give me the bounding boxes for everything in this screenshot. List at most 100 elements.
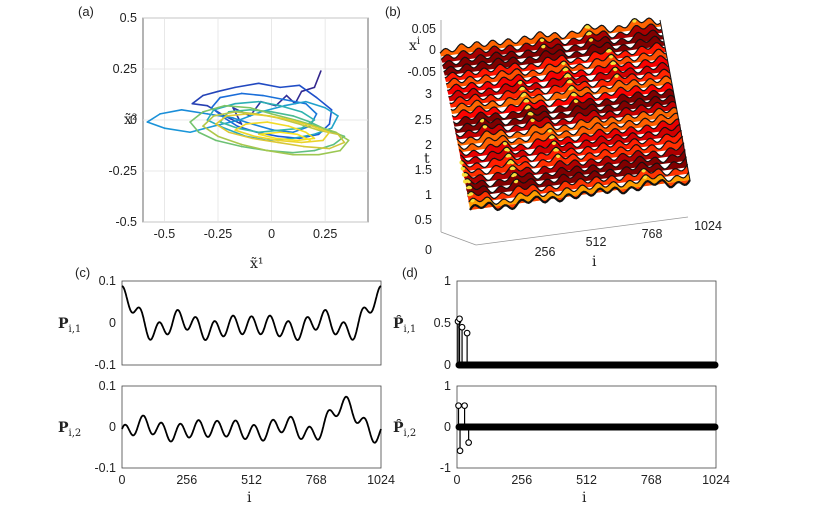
xtick-d-4: 1024: [702, 473, 730, 487]
trajectory-segment: [191, 94, 204, 105]
profile-line-20: [445, 48, 667, 85]
panel-label-a: (a): [78, 4, 94, 19]
trajectory-segment: [257, 129, 281, 134]
trajectory-segment: [247, 113, 271, 117]
trajectory-segment: [257, 82, 281, 89]
ytick-d1-2: -1: [440, 461, 451, 475]
trajectory-segment: [270, 113, 296, 121]
stem-marker-d2: [461, 402, 468, 410]
trajectory-segment: [339, 139, 350, 152]
trajectory-segment: [298, 123, 320, 131]
trajectory-segment: [266, 149, 294, 156]
xtick-c-4: 1024: [367, 473, 395, 487]
trajectory-segment: [315, 125, 337, 134]
plot-area-c1: [121, 280, 382, 366]
xtick-d-1: 256: [511, 473, 532, 487]
trajectory-segment: [275, 137, 299, 142]
profile-line-24: [440, 23, 662, 60]
trajectory-segment: [212, 102, 236, 111]
trajectory-segment: [255, 131, 279, 138]
trajectory-segment: [189, 111, 204, 123]
stem-marker-d1: [458, 323, 466, 331]
ylabel-c2-sub: i,2: [69, 428, 82, 439]
ytick-d1-0: 1: [444, 379, 451, 393]
trajectory-segment: [257, 100, 281, 107]
stem-marker-d1: [456, 315, 463, 323]
series-line-c2: [121, 395, 382, 444]
surface-band-17: [449, 69, 671, 108]
zlabel-b-sup: i: [417, 36, 420, 47]
ytick-c1-1: 0: [109, 420, 116, 434]
trajectory-segment: [292, 115, 311, 123]
trajectory-segment: [189, 121, 200, 134]
profile-line-15: [451, 81, 673, 118]
profile-line-12: [455, 100, 676, 138]
stem-marker-d2: [456, 447, 464, 455]
ytick-d0-0: 1: [444, 274, 451, 288]
trajectory-segment: [210, 96, 221, 109]
itick-b-1: 512: [586, 235, 607, 249]
trajectory-segment: [322, 131, 331, 142]
profile-line-3: [466, 156, 687, 194]
tlabel-b: t: [424, 151, 430, 167]
xtick-a-0: -0.5: [154, 227, 176, 241]
trajectory-segment: [197, 131, 217, 142]
trajectory-segment: [251, 137, 279, 144]
profile-line-14: [452, 88, 674, 125]
itick-b-3: 1024: [694, 219, 722, 233]
surface-band-15: [452, 82, 674, 121]
trajectory-segment: [238, 111, 262, 121]
xtick-a-1: -0.25: [204, 227, 233, 241]
profile-line-1: [468, 171, 690, 205]
trajectory-segment: [337, 133, 346, 144]
trajectory-segment: [279, 104, 303, 113]
xtick-c-2: 512: [241, 473, 262, 487]
trajectory-segment: [225, 113, 249, 117]
stem-marker-d2: [465, 439, 472, 446]
trajectory-segment: [300, 111, 316, 121]
trajectory-segment: [234, 123, 247, 131]
xtick-a-2: 0: [268, 227, 275, 241]
peak-highlight: [460, 166, 465, 171]
xtick-d-0: 0: [454, 473, 461, 487]
trajectory-segment: [240, 92, 264, 97]
profile-line-10: [457, 112, 679, 150]
trajectory-segment: [257, 131, 281, 136]
xlabel-a: x̃¹: [250, 256, 264, 272]
profile-line-4: [464, 149, 686, 188]
trajectory-segment: [202, 125, 219, 138]
trajectory-segment: [279, 127, 303, 131]
surface-band-19: [447, 55, 669, 95]
itick-b-0: 256: [535, 245, 556, 259]
trajectory-segment: [268, 115, 292, 121]
ylabel-d1-sub: i,1: [404, 324, 417, 335]
ytick-d0-2: 0: [444, 358, 451, 372]
trajectory-segment: [253, 135, 279, 142]
ytick-c1-0: 0.1: [99, 379, 116, 393]
ttick-b-6: 0: [425, 243, 432, 257]
trajectory-segment: [285, 94, 296, 105]
surface-b: [439, 17, 691, 212]
trajectory-segment: [180, 109, 209, 115]
xtick-d-3: 768: [641, 473, 662, 487]
ytick-a-3: -0.25: [109, 164, 138, 178]
trajectory-segment: [159, 109, 183, 115]
ttick-b-0: 3: [425, 87, 432, 101]
ttick-b-5: 0.5: [415, 213, 432, 227]
ztick-b-1: 0: [429, 43, 436, 57]
ztick-b-0: 0.05: [412, 22, 436, 36]
trajectory-segment: [219, 92, 243, 99]
lines-c: [121, 285, 382, 444]
trajectory-segment: [234, 111, 258, 115]
ttick-b-3: 1.5: [415, 163, 432, 177]
profile-line-7: [461, 129, 682, 168]
trajectory-segment: [311, 125, 331, 134]
profile-line-17: [449, 68, 670, 105]
ylabel-c1-sub: i,1: [69, 324, 82, 335]
trajectory-segment: [215, 139, 243, 148]
trajectory-segment: [296, 133, 311, 142]
stems-d: [454, 315, 719, 455]
ylabel-a: x̃²: [124, 112, 138, 128]
